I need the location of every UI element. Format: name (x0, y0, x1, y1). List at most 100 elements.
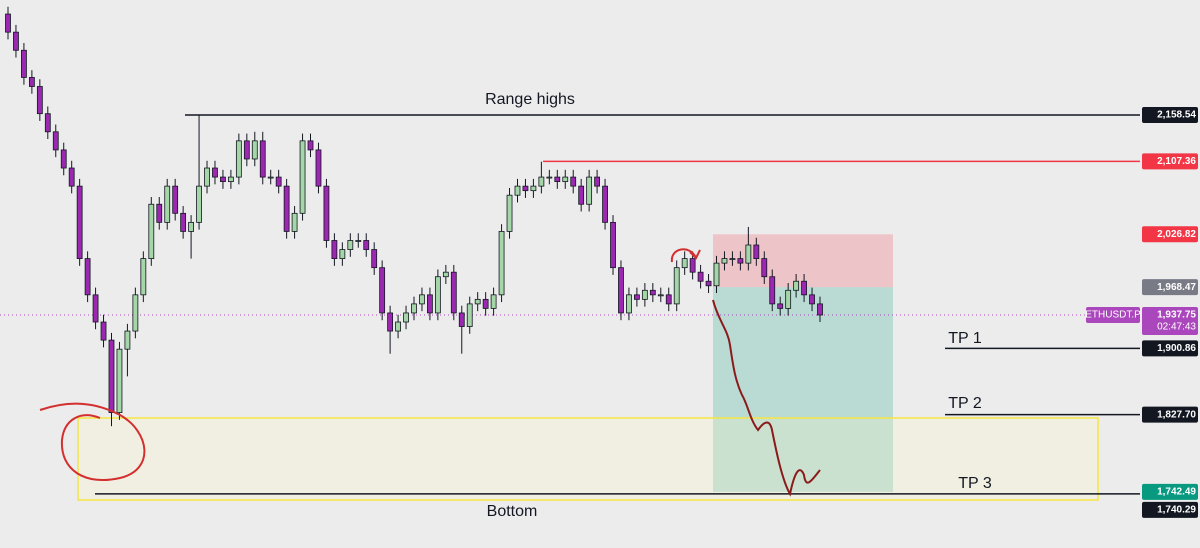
candle-body (148, 203, 155, 260)
candle-body (275, 176, 282, 187)
candle-body (442, 271, 449, 278)
candle-body (817, 303, 823, 316)
candle-body (251, 140, 258, 160)
price-label: 1,968.47 (1157, 282, 1196, 293)
candle-body (108, 339, 115, 413)
candle-body (785, 289, 792, 309)
candle-body (554, 176, 561, 183)
candle-body (228, 176, 234, 183)
candle-body (578, 185, 585, 205)
candle-body (626, 294, 632, 314)
candle-body (745, 244, 752, 264)
candle-body (44, 113, 51, 133)
entry-arrow (670, 248, 701, 263)
price-label: 1,900.86 (1157, 343, 1196, 354)
candle-body (721, 258, 728, 264)
countdown-label: 02:47:43 (1157, 322, 1196, 333)
candle-body (538, 176, 545, 187)
candle-body (705, 280, 712, 287)
annotation: Range highs (485, 91, 575, 108)
candle-body (466, 303, 473, 327)
candle-body (220, 176, 226, 183)
candle-body (506, 194, 513, 232)
symbol-bg (1086, 306, 1140, 323)
candle-body (172, 185, 179, 214)
candle-body (13, 31, 19, 51)
candle-body (21, 49, 27, 78)
candle-body (618, 267, 624, 314)
candle-body (307, 140, 314, 151)
candle-body (673, 267, 680, 305)
candle-body (809, 294, 815, 305)
candle-body (753, 244, 760, 260)
candle-body (419, 294, 425, 305)
candle-body (403, 312, 409, 323)
candle-body (689, 258, 696, 273)
candle-body (801, 280, 807, 296)
candle-body (116, 348, 123, 413)
price-label-bg (1142, 153, 1198, 170)
candle-body (681, 258, 688, 269)
candle-body (387, 312, 394, 332)
candle-body (769, 276, 776, 305)
candle-body (657, 294, 664, 297)
demand-zone (77, 417, 1099, 501)
price-label: 2,107.36 (1157, 156, 1196, 167)
candle-body (729, 258, 736, 261)
target-zone (713, 287, 893, 492)
candle-body (92, 294, 99, 323)
candle-body (777, 303, 784, 309)
price-label-bg (1142, 106, 1198, 123)
candle-body (331, 240, 338, 260)
price-label-bg (1142, 406, 1198, 423)
annotation: TP 3 (958, 475, 992, 492)
candle-body (323, 185, 330, 241)
candle-body (355, 240, 362, 242)
annotation: TP 2 (948, 395, 982, 412)
price-label-bg (1142, 483, 1198, 500)
annotation: Bottom (487, 503, 538, 520)
candle-body (291, 212, 298, 232)
candle-body (697, 271, 704, 282)
price-label-bg (1142, 501, 1198, 518)
candle-body (514, 185, 521, 196)
candle-body (60, 149, 67, 169)
candle-body (737, 258, 744, 264)
price-label-bg (1142, 340, 1198, 357)
annotation: TP 1 (948, 330, 982, 347)
candle-body (180, 212, 187, 232)
candle-body (411, 303, 417, 314)
candle-body (530, 185, 537, 192)
last-price-bg (1142, 306, 1198, 335)
candle-body (610, 221, 616, 269)
candle-body (259, 140, 266, 178)
candle-body (156, 203, 163, 223)
candle-body (793, 280, 800, 291)
candle-body (562, 176, 569, 183)
candle-body (283, 185, 290, 232)
price-label: 1,827.70 (1157, 409, 1196, 420)
candle-body (427, 294, 433, 314)
price-label-bg (1142, 279, 1198, 296)
candle-body (450, 271, 457, 314)
candle-body (100, 321, 107, 341)
candle-body (196, 185, 202, 223)
candle-body (395, 321, 401, 332)
candle-body (339, 249, 346, 260)
candle-body (665, 294, 672, 305)
candle-body (212, 167, 218, 178)
candle-body (634, 294, 640, 300)
candle-body (299, 140, 306, 214)
candle-body (522, 185, 529, 192)
price-label: 1,740.29 (1157, 504, 1196, 515)
candle-body (132, 294, 139, 332)
candle-body (52, 131, 59, 151)
candle-body (140, 258, 147, 296)
candle-body (570, 176, 577, 187)
candle-body (363, 240, 370, 250)
projected-path (712, 299, 821, 497)
price-label: 2,158.54 (1157, 110, 1196, 121)
candle-body (490, 294, 497, 309)
